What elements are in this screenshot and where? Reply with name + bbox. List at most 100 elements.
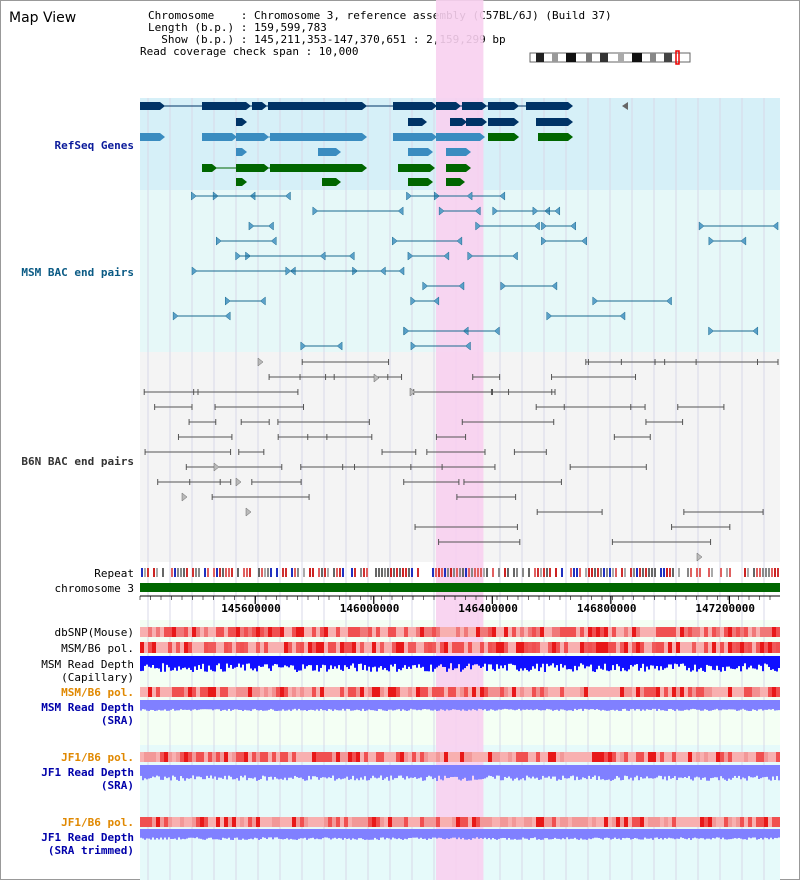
heat-cell	[560, 627, 564, 637]
depth-bar	[158, 656, 160, 669]
depth-bar	[304, 765, 306, 781]
gene-strand-arrow	[212, 164, 217, 172]
msm-bac-end	[474, 206, 481, 216]
read-depth-tracks[interactable]	[140, 656, 780, 840]
repeat-track[interactable]	[141, 568, 779, 577]
depth-bar	[540, 700, 542, 711]
heat-cell	[692, 817, 696, 827]
label-msm-pol: MSM/B6 pol.	[61, 642, 134, 655]
heat-cell	[300, 642, 304, 653]
depth-bar	[356, 765, 358, 779]
depth-bar	[376, 829, 378, 840]
depth-bar	[752, 656, 754, 669]
heat-cell	[252, 627, 256, 637]
heat-cell	[668, 627, 672, 637]
heat-cell	[312, 752, 316, 762]
depth-bar	[210, 829, 212, 838]
depth-bar	[386, 829, 388, 838]
heat-cell	[776, 642, 780, 653]
heat-cell	[596, 687, 600, 697]
depth-bar	[558, 765, 560, 780]
heat-cell	[344, 642, 348, 653]
heat-cell	[204, 687, 208, 697]
depth-bar	[176, 700, 178, 711]
heat-cell	[732, 817, 736, 827]
gene-exon	[536, 118, 568, 126]
heat-cell	[716, 687, 720, 697]
depth-bar	[346, 700, 348, 709]
depth-bar	[652, 765, 654, 779]
depth-bar	[478, 829, 480, 839]
depth-bar	[276, 765, 278, 779]
heat-cell	[212, 752, 216, 762]
heat-cell	[168, 642, 172, 653]
depth-bar	[260, 700, 262, 711]
depth-bar	[260, 765, 262, 780]
depth-bar	[514, 765, 516, 779]
depth-bar	[338, 700, 340, 711]
heat-cell	[736, 752, 740, 762]
heat-cell	[724, 752, 728, 762]
depth-bar	[582, 700, 584, 711]
heat-cell	[712, 817, 716, 827]
heat-cell	[216, 627, 220, 637]
repeat-element	[393, 568, 395, 577]
heat-cell	[420, 627, 424, 637]
depth-bar	[540, 765, 542, 780]
heat-cell	[396, 687, 400, 697]
depth-bar	[736, 765, 738, 778]
heat-cell	[368, 752, 372, 762]
refseq-genes-track[interactable]	[140, 102, 628, 186]
b6n-bac-track[interactable]	[143, 357, 779, 562]
repeat-element	[384, 568, 386, 577]
depth-bar	[462, 829, 464, 838]
depth-bar	[256, 656, 258, 672]
heat-cell	[720, 817, 724, 827]
depth-bar	[688, 765, 690, 777]
depth-bar	[634, 656, 636, 665]
chromosome-ideogram[interactable]	[529, 50, 691, 65]
depth-bar	[210, 700, 212, 710]
depth-bar	[474, 829, 476, 839]
heat-cell	[332, 627, 336, 637]
heat-cell	[204, 817, 208, 827]
chromosome-bar[interactable]	[140, 583, 780, 592]
heat-cell	[512, 687, 516, 697]
gene-exon	[446, 178, 460, 186]
depth-bar	[374, 656, 376, 667]
gene-exon	[408, 118, 422, 126]
repeat-element	[351, 568, 353, 577]
selection-highlight[interactable]	[435, 0, 484, 880]
msm-bac-end	[348, 251, 355, 261]
depth-bar	[182, 765, 184, 779]
depth-bar	[498, 765, 500, 776]
repeat-element	[174, 568, 176, 577]
depth-bar	[610, 656, 612, 671]
depth-bar	[262, 765, 264, 776]
heat-cell	[340, 627, 344, 637]
heatmap-tracks[interactable]	[140, 627, 780, 827]
heat-cell	[388, 687, 392, 697]
repeat-element	[186, 568, 188, 577]
depth-bar	[148, 700, 150, 711]
depth-bar	[532, 765, 534, 777]
heat-cell	[140, 752, 144, 762]
heat-cell	[560, 752, 564, 762]
depth-bar	[484, 829, 486, 838]
heat-cell	[420, 752, 424, 762]
msm-bac-track[interactable]	[172, 191, 779, 351]
heat-cell	[440, 687, 444, 697]
heat-cell	[668, 752, 672, 762]
depth-bar	[486, 765, 488, 778]
depth-bar	[668, 829, 670, 838]
depth-bar	[408, 700, 410, 711]
gene-strand-arrow	[514, 133, 519, 141]
heat-cell	[748, 642, 752, 653]
depth-bar	[228, 700, 230, 709]
heat-cell	[588, 687, 592, 697]
repeat-element	[459, 568, 461, 577]
depth-bar	[362, 829, 364, 840]
heat-cell	[180, 752, 184, 762]
heat-cell	[324, 687, 328, 697]
